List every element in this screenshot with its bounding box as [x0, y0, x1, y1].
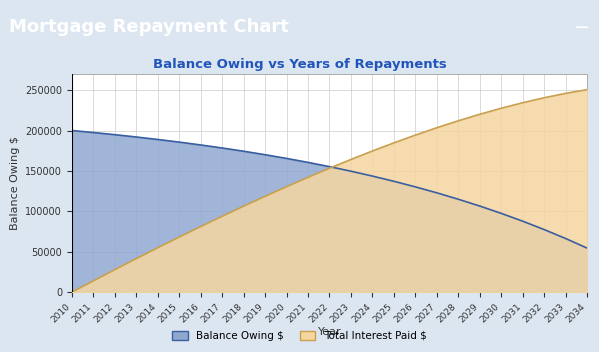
X-axis label: Year: Year: [317, 327, 341, 337]
Y-axis label: Balance Owing $: Balance Owing $: [10, 136, 20, 230]
Text: Mortgage Repayment Chart: Mortgage Repayment Chart: [9, 18, 289, 36]
Text: −: −: [574, 18, 590, 37]
Legend: Balance Owing $, Total Interest Paid $: Balance Owing $, Total Interest Paid $: [168, 326, 431, 345]
Text: Balance Owing vs Years of Repayments: Balance Owing vs Years of Repayments: [153, 58, 446, 71]
